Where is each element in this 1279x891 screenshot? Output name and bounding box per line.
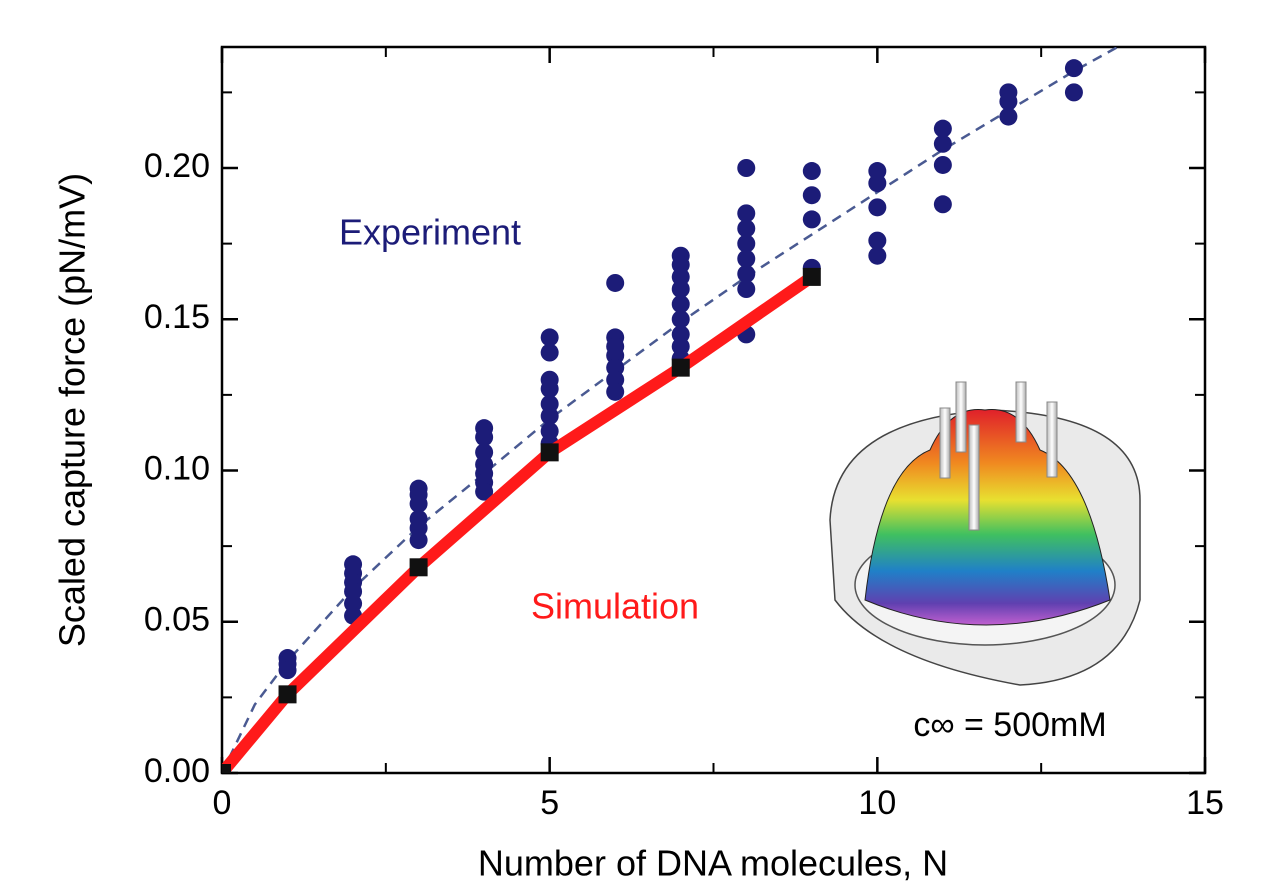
simulation-point — [671, 358, 690, 377]
series-label: Experiment — [339, 212, 521, 253]
data-point — [933, 134, 952, 153]
series-label: Simulation — [531, 586, 699, 627]
data-point — [737, 264, 756, 283]
data-point — [802, 210, 821, 229]
y-tick-label: 0.00 — [144, 752, 210, 790]
data-point — [540, 407, 559, 426]
x-tick-label: 5 — [540, 784, 559, 822]
data-point — [278, 661, 297, 680]
data-point — [737, 204, 756, 223]
inset-illustration — [829, 381, 1141, 686]
data-point — [475, 482, 494, 501]
data-point — [1064, 59, 1083, 78]
y-tick-label: 0.05 — [144, 601, 210, 639]
simulation-point — [540, 443, 559, 462]
data-point — [802, 186, 821, 205]
data-point — [540, 379, 559, 398]
data-point — [933, 119, 952, 138]
data-point — [671, 280, 690, 298]
data-point — [737, 249, 756, 268]
x-tick-label: 15 — [1186, 784, 1224, 822]
data-point — [933, 155, 952, 174]
data-point — [999, 107, 1018, 126]
y-axis-label: Scaled capture force (pN/mV) — [52, 173, 93, 647]
data-point — [999, 92, 1018, 111]
data-point — [409, 531, 428, 550]
data-point — [737, 280, 756, 298]
simulation-point — [409, 558, 428, 577]
simulation-point — [802, 267, 821, 286]
plot-data — [222, 47, 1121, 773]
data-point — [868, 231, 887, 250]
data-point — [540, 328, 559, 347]
simulation-point — [222, 764, 231, 773]
data-point — [671, 310, 690, 329]
data-point — [868, 174, 887, 193]
fit-line — [222, 47, 1121, 773]
y-tick-label: 0.15 — [144, 298, 210, 336]
data-point — [737, 234, 756, 253]
y-tick-label: 0.20 — [144, 147, 210, 185]
data-point — [737, 219, 756, 238]
data-point — [409, 494, 428, 513]
data-point — [802, 162, 821, 181]
data-point — [1064, 83, 1083, 102]
data-point — [475, 428, 494, 447]
simulation-point — [278, 685, 297, 704]
simulation-line — [222, 271, 816, 773]
data-point — [933, 195, 952, 214]
data-point — [868, 246, 887, 265]
data-point — [606, 382, 625, 401]
data-point — [540, 343, 559, 362]
x-tick-label: 10 — [858, 784, 896, 822]
y-tick-label: 0.10 — [144, 449, 210, 487]
x-tick-label: 0 — [213, 784, 232, 822]
data-point — [671, 295, 690, 314]
x-axis-label: Number of DNA molecules, N — [478, 843, 948, 884]
data-point — [737, 159, 756, 177]
data-point — [868, 198, 887, 217]
data-point — [606, 273, 625, 292]
annotation: c∞ = 500mM — [913, 706, 1106, 744]
